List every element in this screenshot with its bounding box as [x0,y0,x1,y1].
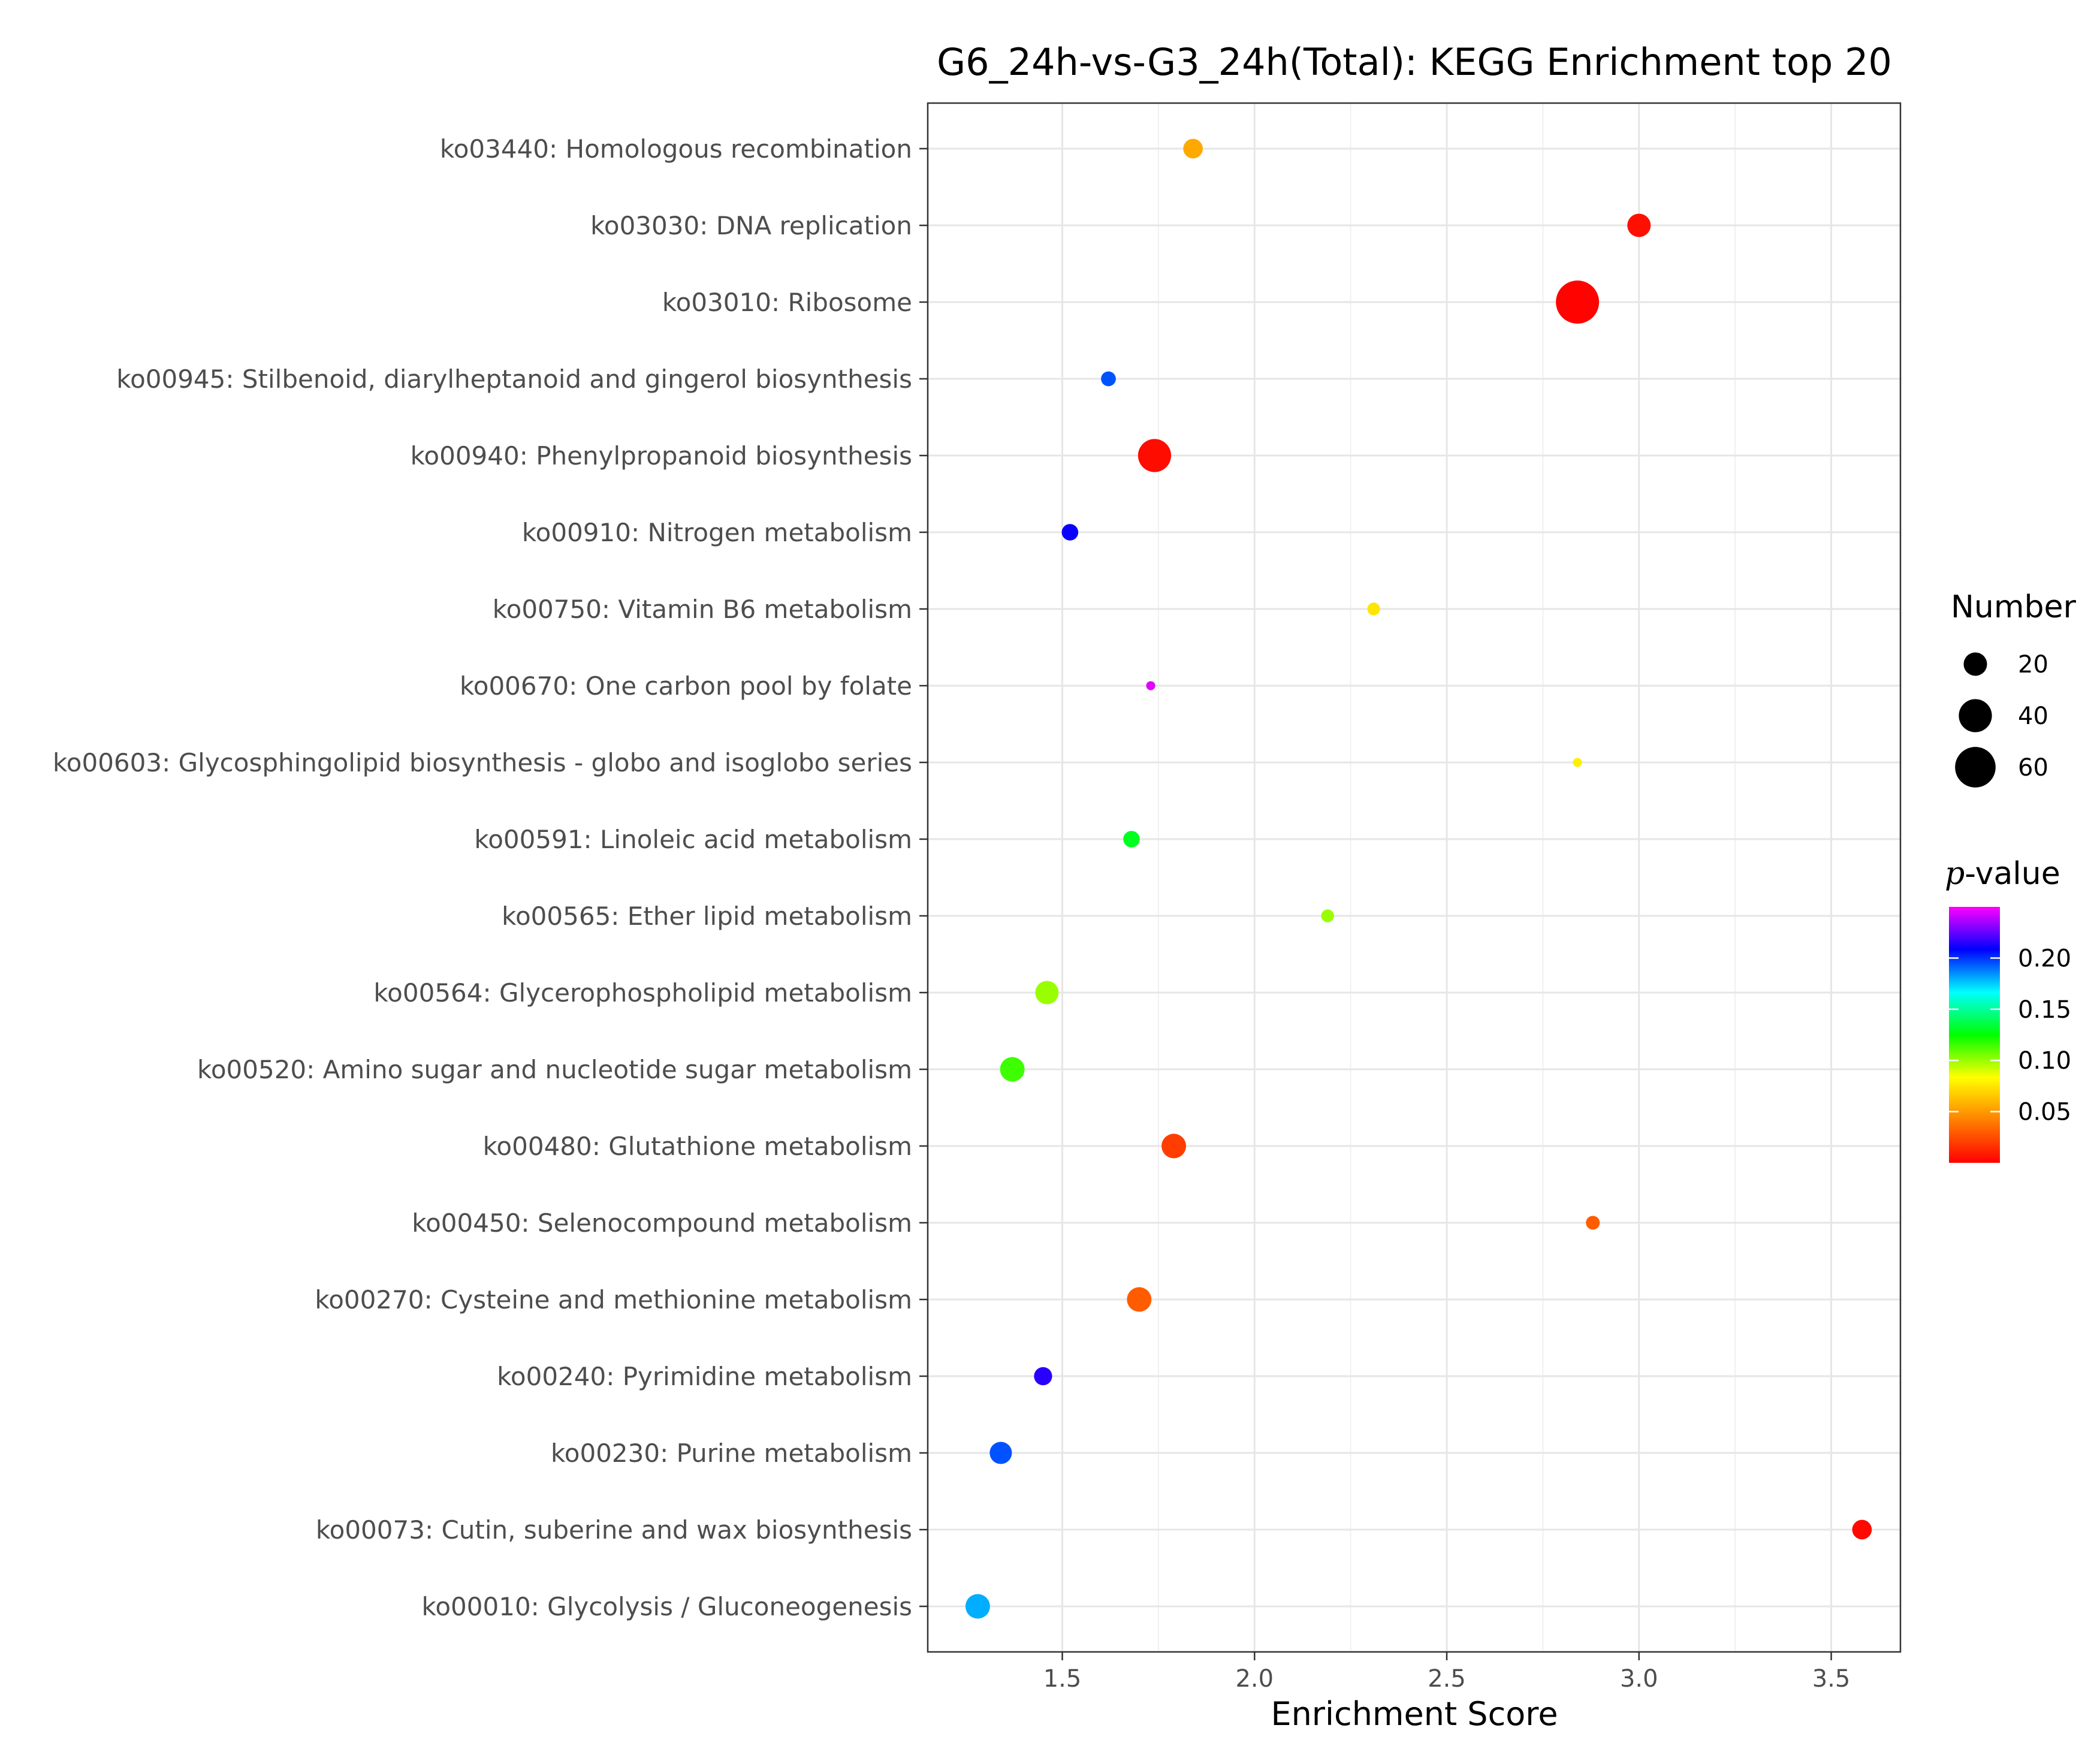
y-tick-label: ko03440: Homologous recombination [440,134,912,164]
data-point: ko00564: Glycerophospholipid metabolism [1035,981,1059,1005]
colorbar-tick-label: 0.20 [2018,945,2071,972]
size-legend-circle [1963,652,1987,676]
size-legend-circle [1955,747,1996,788]
x-tick-label: 1.5 [1043,1665,1082,1693]
y-tick-label: ko00230: Purine metabolism [551,1439,912,1468]
color-legend-title-rest: -value [1965,856,2060,892]
color-legend-title-p: p [1945,856,1965,892]
grid-major [928,103,1900,1652]
y-tick-label: ko00940: Phenylpropanoid biosynthesis [411,441,912,471]
y-tick-label: ko00910: Nitrogen metabolism [522,518,912,547]
pvalue-colorbar [1949,907,2000,1163]
data-point: ko00565: Ether lipid metabolism [1321,909,1334,922]
plot-panel [928,103,1900,1652]
y-tick-label: ko00945: Stilbenoid, diarylheptanoid and… [116,364,912,394]
data-point: ko00670: One carbon pool by folate [1146,681,1155,690]
plot-border [927,102,1902,1653]
data-point: ko00910: Nitrogen metabolism [1061,524,1079,541]
y-tick-label: ko00073: Cutin, suberine and wax biosynt… [316,1515,912,1545]
color-legend-title: p-value [1945,856,2060,892]
data-point: ko00480: Glutathione metabolism [1161,1133,1187,1159]
y-tick-label: ko00240: Pyrimidine metabolism [497,1362,912,1391]
y-tick-label: ko00270: Cysteine and methionine metabol… [315,1285,912,1314]
y-tick-label: ko00520: Amino sugar and nucleotide suga… [197,1055,912,1084]
color-legend: p-value 0.20 0.15 0.10 0.05 [1945,856,2071,1163]
data-point: ko00240: Pyrimidine metabolism [1034,1367,1052,1386]
y-tick-label: ko00480: Glutathione metabolism [483,1132,912,1161]
data-point: ko00270: Cysteine and methionine metabol… [1127,1287,1152,1312]
size-legend-label: 20 [2018,651,2048,679]
y-tick-label: ko00564: Glycerophospholipid metabolism [373,978,912,1008]
data-point: ko00603: Glycosphingolipid biosynthesis … [1573,758,1582,767]
data-point: ko00945: Stilbenoid, diarylheptanoid and… [1101,371,1116,387]
x-axis-title: Enrichment Score [1271,1695,1558,1733]
y-tick-label: ko00750: Vitamin B6 metabolism [493,595,912,624]
data-point: ko03010: Ribosome [1556,281,1600,324]
y-tick-label: ko00670: One carbon pool by folate [460,671,912,701]
data-point: ko00940: Phenylpropanoid biosynthesis [1138,439,1172,472]
size-legend-circle [1959,699,1992,732]
colorbar-tick-label: 0.15 [2018,996,2071,1024]
y-tick-label: ko03030: DNA replication [590,211,912,240]
data-point: ko03440: Homologous recombination [1183,138,1203,159]
data-point: ko00591: Linoleic acid metabolism [1123,831,1140,848]
chart-title: G6_24h-vs-G3_24h(Total): KEGG Enrichment… [937,40,1892,84]
data-point: ko00450: Selenocompound metabolism [1586,1216,1600,1230]
y-tick-label: ko00603: Glycosphingolipid biosynthesis … [53,748,912,777]
data-point: ko00520: Amino sugar and nucleotide suga… [1000,1057,1025,1082]
y-tick-label: ko03010: Ribosome [662,288,912,317]
data-point: ko03030: DNA replication [1627,213,1651,237]
size-legend-label: 40 [2018,702,2048,730]
data-point: ko00010: Glycolysis / Gluconeogenesis [965,1594,990,1619]
y-tick-label: ko00591: Linoleic acid metabolism [474,825,912,854]
colorbar-tick-label: 0.10 [2018,1047,2071,1075]
x-tick-label: 2.5 [1428,1665,1466,1693]
data-point: ko00750: Vitamin B6 metabolism [1367,602,1380,616]
y-tick-label: ko00010: Glycolysis / Gluconeogenesis [422,1592,912,1621]
y-tick-label: ko00450: Selenocompound metabolism [412,1208,912,1238]
size-legend-label: 60 [2018,754,2048,782]
grid-minor [1157,103,1736,1652]
y-axis: ko03440: Homologous recombination ko03030… [53,134,928,1621]
x-tick-label: 3.5 [1812,1665,1851,1693]
data-point: ko00230: Purine metabolism [989,1442,1012,1464]
colorbar-tick-label: 0.05 [2018,1099,2071,1126]
x-axis: 1.5 2.0 2.5 3.0 3.5 [1043,1652,1851,1693]
y-tick-label: ko00565: Ether lipid metabolism [502,901,912,931]
size-legend: Number 20 40 60 [1951,589,2077,788]
size-legend-title: Number [1951,589,2077,625]
data-points: ko03440: Homologous recombination ko03030… [965,138,1872,1619]
x-tick-label: 3.0 [1620,1665,1658,1693]
data-point: ko00073: Cutin, suberine and wax biosynt… [1852,1519,1872,1540]
x-tick-label: 2.0 [1235,1665,1274,1693]
